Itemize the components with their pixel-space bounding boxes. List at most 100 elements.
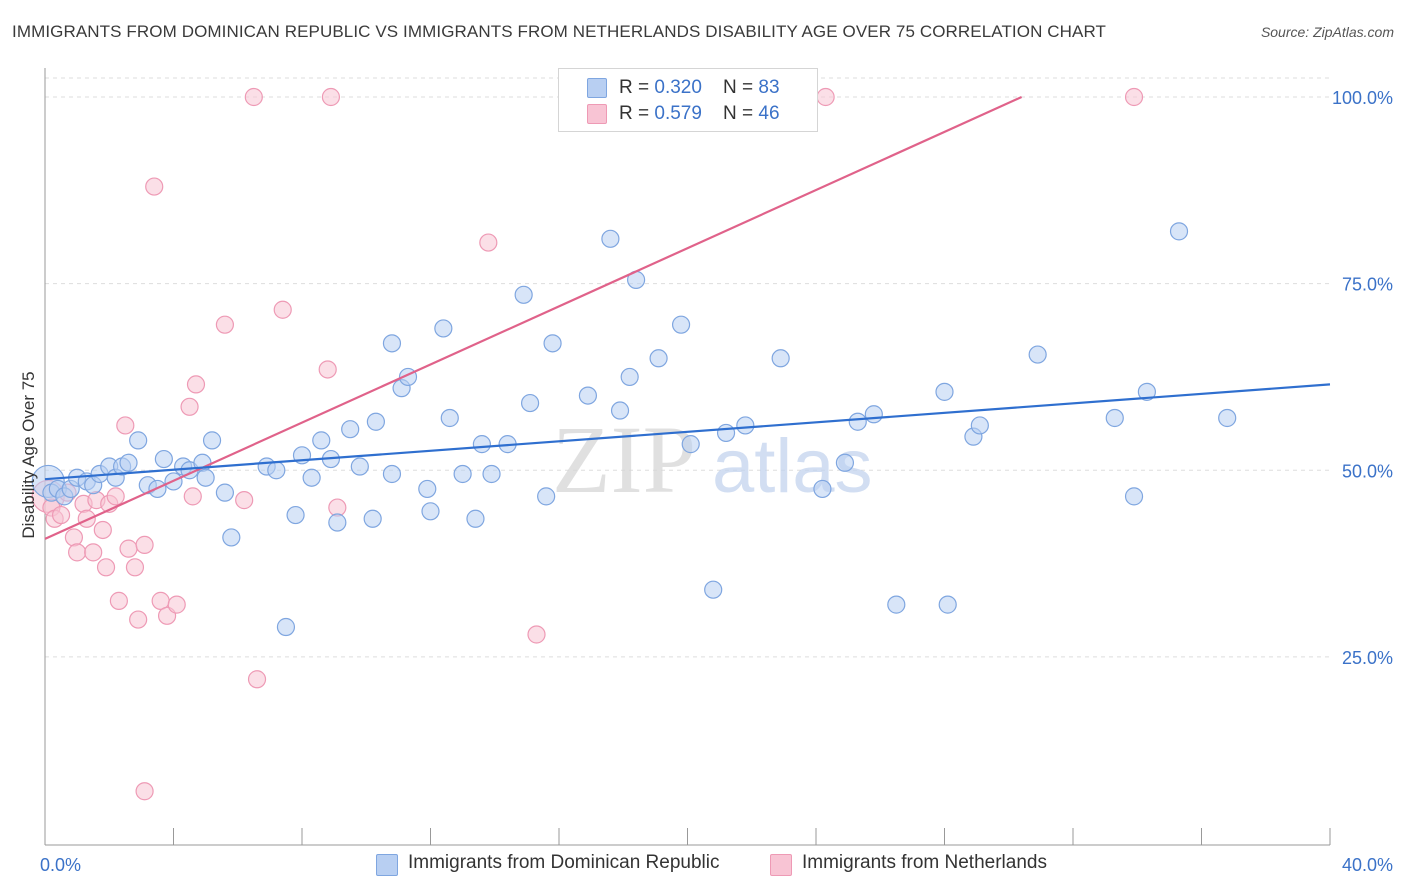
data-point-netherlands xyxy=(51,505,71,525)
tick-labels: 25.0% 50.0% 75.0% 100.0% 0.0% 40.0% xyxy=(40,88,1393,875)
watermark-zip: ZIP xyxy=(552,406,696,513)
axes xyxy=(44,68,1331,846)
data-point-netherlands xyxy=(93,520,112,540)
data-point-dominican xyxy=(716,423,736,443)
data-point-dominican xyxy=(196,468,215,487)
data-point-dominican xyxy=(286,505,305,525)
bottom-legend-swatch-blue xyxy=(376,854,398,876)
data-point-dominican xyxy=(129,431,148,450)
data-point-netherlands xyxy=(1124,87,1144,107)
data-point-netherlands xyxy=(125,558,145,577)
data-point-dominican xyxy=(350,457,369,476)
data-point-netherlands xyxy=(244,87,263,107)
legend-n-label: N = xyxy=(723,103,759,124)
gridlines xyxy=(45,77,1330,658)
data-point-netherlands xyxy=(119,539,138,558)
legend-n-value: 46 xyxy=(758,103,780,124)
y-tick-label: 50.0% xyxy=(1342,461,1393,481)
data-point-dominican xyxy=(363,509,382,528)
legend-swatch-pink xyxy=(587,104,607,124)
source-label: Source: ZipAtlas.com xyxy=(1260,24,1394,40)
data-point-dominican xyxy=(514,285,533,304)
legend-r-label: R = xyxy=(619,103,655,124)
data-point-dominican xyxy=(472,435,491,454)
data-point-dominican xyxy=(421,502,440,521)
data-point-dominican xyxy=(813,479,832,499)
data-point-dominican xyxy=(267,461,286,480)
data-point-dominican xyxy=(543,334,562,353)
data-point-netherlands xyxy=(318,360,337,379)
data-point-dominican xyxy=(1124,487,1144,506)
data-point-dominican xyxy=(970,416,989,435)
y-tick-label: 100.0% xyxy=(1332,88,1393,108)
data-point-netherlands xyxy=(129,610,148,629)
data-point-dominican xyxy=(671,315,691,334)
data-point-dominican xyxy=(276,617,296,637)
data-point-netherlands xyxy=(321,87,341,107)
legend-r-value: 0.579 xyxy=(654,103,702,124)
data-point-netherlands xyxy=(180,397,199,416)
data-point-netherlands xyxy=(116,416,135,435)
data-point-dominican xyxy=(302,468,321,487)
x-tick-label: 0.0% xyxy=(40,855,81,875)
data-point-dominican xyxy=(418,479,437,499)
trendline-netherlands xyxy=(44,95,1023,540)
y-axis-label: Disability Age Over 75 xyxy=(19,371,38,538)
data-point-dominican xyxy=(736,416,755,435)
data-point-dominican xyxy=(382,464,402,484)
data-point-netherlands xyxy=(68,543,87,562)
y-tick-label: 25.0% xyxy=(1342,648,1393,668)
data-point-netherlands xyxy=(247,670,267,689)
data-point-dominican xyxy=(312,431,331,450)
data-point-dominican xyxy=(202,431,222,450)
data-point-dominican xyxy=(520,393,540,413)
legend-r-label: R = xyxy=(619,77,655,98)
data-point-netherlands xyxy=(183,487,202,506)
data-point-dominican xyxy=(1028,345,1047,364)
y-tick-label: 75.0% xyxy=(1342,275,1393,295)
bottom-legend-swatch-pink xyxy=(770,854,792,876)
data-point-netherlands xyxy=(64,528,84,547)
data-point-dominican xyxy=(1137,382,1156,401)
data-point-netherlands xyxy=(77,509,96,528)
data-point-netherlands xyxy=(527,625,546,644)
data-point-dominican xyxy=(366,412,385,431)
data-point-dominican xyxy=(835,453,855,472)
data-point-dominican xyxy=(610,401,630,420)
data-point-dominican xyxy=(1105,408,1124,428)
data-point-dominican xyxy=(215,483,234,502)
stats-legend: R = 0.320 N = 83 R = 0.579 N = 46 xyxy=(558,68,818,132)
chart-title: IMMIGRANTS FROM DOMINICAN REPUBLIC VS IM… xyxy=(12,22,1107,41)
data-point-netherlands xyxy=(235,491,254,510)
data-point-dominican xyxy=(154,449,173,469)
data-point-netherlands xyxy=(145,177,164,196)
trendline-dominican xyxy=(44,383,1331,481)
data-point-dominican xyxy=(328,513,347,532)
data-point-dominican xyxy=(453,464,472,484)
data-point-netherlands xyxy=(186,375,206,394)
data-point-netherlands xyxy=(109,591,128,610)
data-point-dominican xyxy=(578,386,598,405)
legend-n-value: 83 xyxy=(758,77,780,98)
data-point-dominican xyxy=(649,349,668,368)
data-point-netherlands xyxy=(106,487,125,506)
data-point-dominican xyxy=(119,453,138,472)
legend-n-label: N = xyxy=(723,77,759,98)
data-point-dominican xyxy=(887,595,906,614)
data-point-dominican xyxy=(1169,222,1189,241)
data-point-netherlands xyxy=(215,315,234,334)
data-point-netherlands xyxy=(479,233,498,252)
data-point-dominican xyxy=(601,229,620,248)
data-point-netherlands xyxy=(816,87,835,107)
legend-r-value: 0.320 xyxy=(654,77,702,98)
data-point-netherlands xyxy=(273,300,292,319)
data-point-dominican xyxy=(222,528,241,547)
data-point-dominican xyxy=(620,367,639,387)
data-point-dominican xyxy=(935,382,954,401)
data-point-dominican xyxy=(771,349,790,368)
trendlines xyxy=(44,95,1331,540)
data-point-netherlands xyxy=(135,782,154,801)
data-point-dominican xyxy=(704,580,723,599)
data-point-dominican xyxy=(482,464,501,484)
data-point-dominican xyxy=(434,319,453,338)
